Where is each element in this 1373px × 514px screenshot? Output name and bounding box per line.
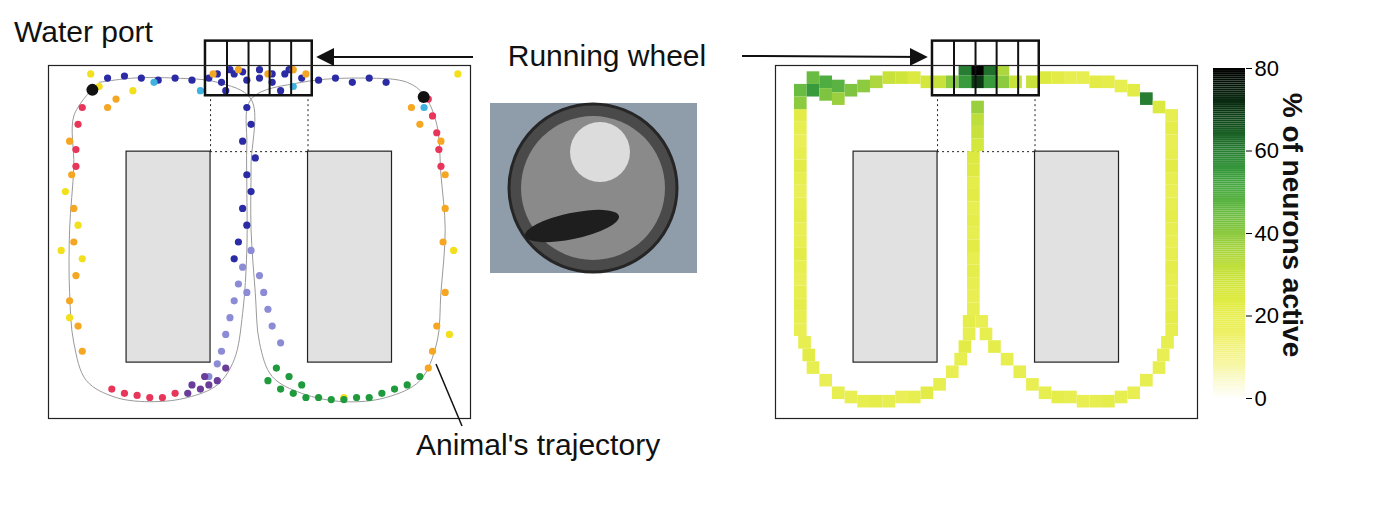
svg-text:% of neurons active: % of neurons active bbox=[1277, 93, 1308, 358]
svg-text:Water port: Water port bbox=[14, 15, 154, 48]
svg-text:20: 20 bbox=[1255, 303, 1279, 328]
svg-text:60: 60 bbox=[1255, 138, 1279, 163]
svg-text:0: 0 bbox=[1255, 386, 1267, 411]
svg-text:Running wheel: Running wheel bbox=[508, 39, 706, 72]
svg-text:40: 40 bbox=[1255, 221, 1279, 246]
svg-text:80: 80 bbox=[1255, 56, 1279, 81]
svg-text:Animal's trajectory: Animal's trajectory bbox=[416, 428, 660, 461]
